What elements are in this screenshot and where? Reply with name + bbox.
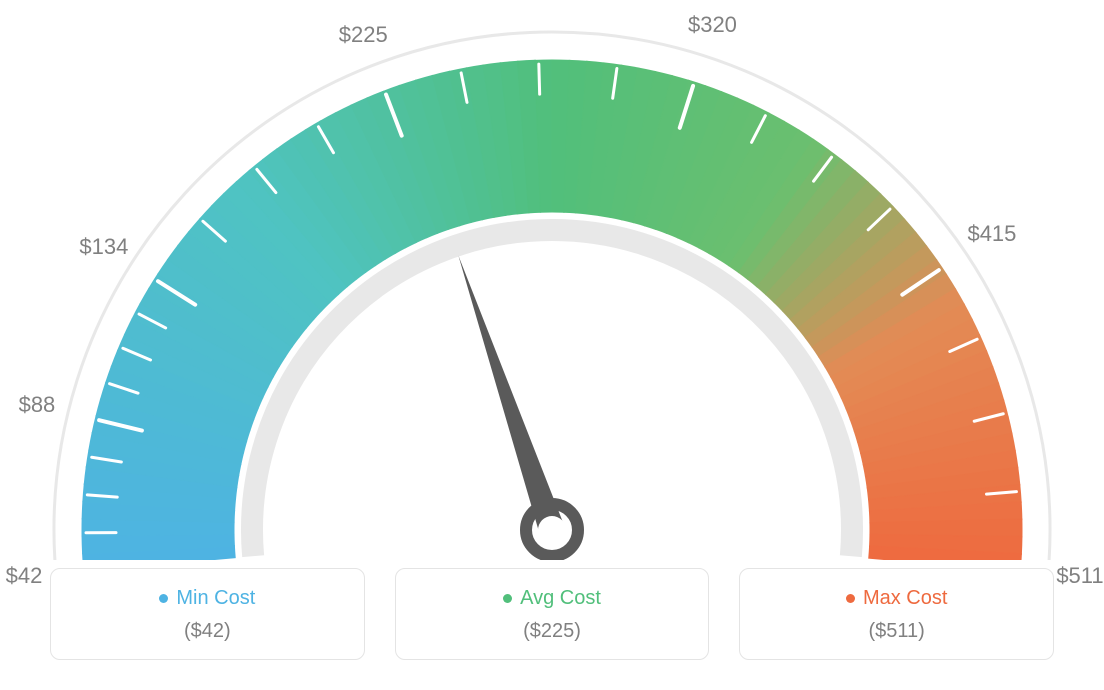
gauge-tick-label: $225 <box>339 22 388 48</box>
legend-title-max: Max Cost <box>846 587 947 610</box>
gauge-tick-label: $320 <box>688 12 737 38</box>
legend-title-avg: Avg Cost <box>503 587 601 610</box>
gauge-tick-label: $88 <box>19 392 56 418</box>
dot-icon <box>846 594 855 603</box>
cost-gauge-chart: $42 $88 $134 $225 $320 $415 $511 Min Cost ($42… <box>0 0 1104 690</box>
legend-value-max: ($511) <box>750 620 1043 643</box>
legend-card-max: Max Cost ($511) <box>739 568 1054 660</box>
gauge-tick-label: $511 <box>1056 563 1103 589</box>
legend-title-min: Min Cost <box>159 587 255 610</box>
legend-value-min: ($42) <box>61 620 354 643</box>
legend-title-text: Avg Cost <box>520 587 601 610</box>
gauge-tick-label: $415 <box>967 221 1016 247</box>
gauge-tick-label: $134 <box>79 234 128 260</box>
legend-title-text: Min Cost <box>176 587 255 610</box>
legend-card-avg: Avg Cost ($225) <box>395 568 710 660</box>
gauge-tick-label: $42 <box>6 563 43 589</box>
legend-card-min: Min Cost ($42) <box>50 568 365 660</box>
legend-value-avg: ($225) <box>406 620 699 643</box>
dot-icon <box>159 594 168 603</box>
gauge-area: $42$88$134$225$320$415$511 <box>0 0 1104 560</box>
legend-title-text: Max Cost <box>863 587 947 610</box>
dot-icon <box>503 594 512 603</box>
gauge-svg <box>0 0 1104 560</box>
legend-row: Min Cost ($42) Avg Cost ($225) Max Cost … <box>50 568 1054 660</box>
